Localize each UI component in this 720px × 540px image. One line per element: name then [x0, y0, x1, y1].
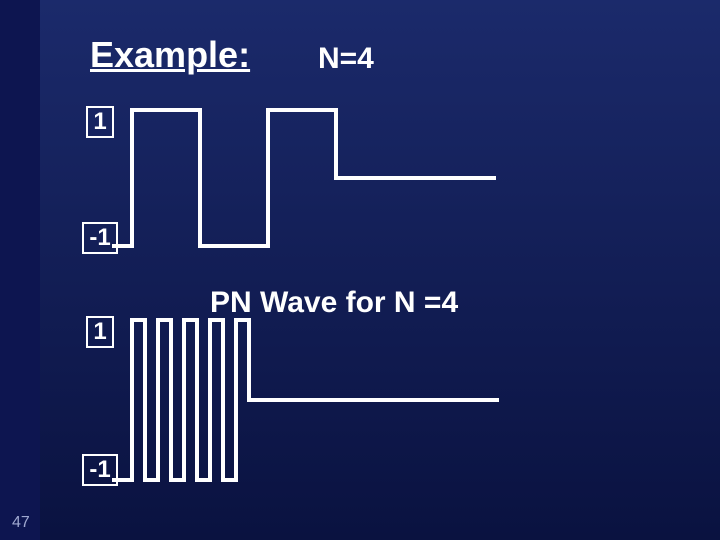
- caption-label: PN Wave for N =4: [210, 286, 458, 320]
- wave2-path: [112, 320, 499, 480]
- slide-number: 47: [12, 514, 30, 532]
- wave2-label-top: 1: [86, 316, 114, 348]
- slide-title: Example:: [90, 34, 250, 76]
- left-accent-bar: [0, 0, 40, 540]
- wave2-label-top-text: 1: [93, 320, 106, 344]
- wave1-path: [112, 110, 496, 246]
- wave1-label-top: 1: [86, 106, 114, 138]
- slide-root: Example: N=4 PN Wave for N =4 47 1 -1 1 -1: [0, 0, 720, 540]
- wave1-label-bot: -1: [82, 222, 118, 254]
- wave1-label-top-text: 1: [93, 110, 106, 134]
- param-label: N=4: [318, 42, 374, 76]
- wave2-label-bot: -1: [82, 454, 118, 486]
- wave2-label-bot-text: -1: [89, 458, 110, 482]
- wave1-label-bot-text: -1: [89, 226, 110, 250]
